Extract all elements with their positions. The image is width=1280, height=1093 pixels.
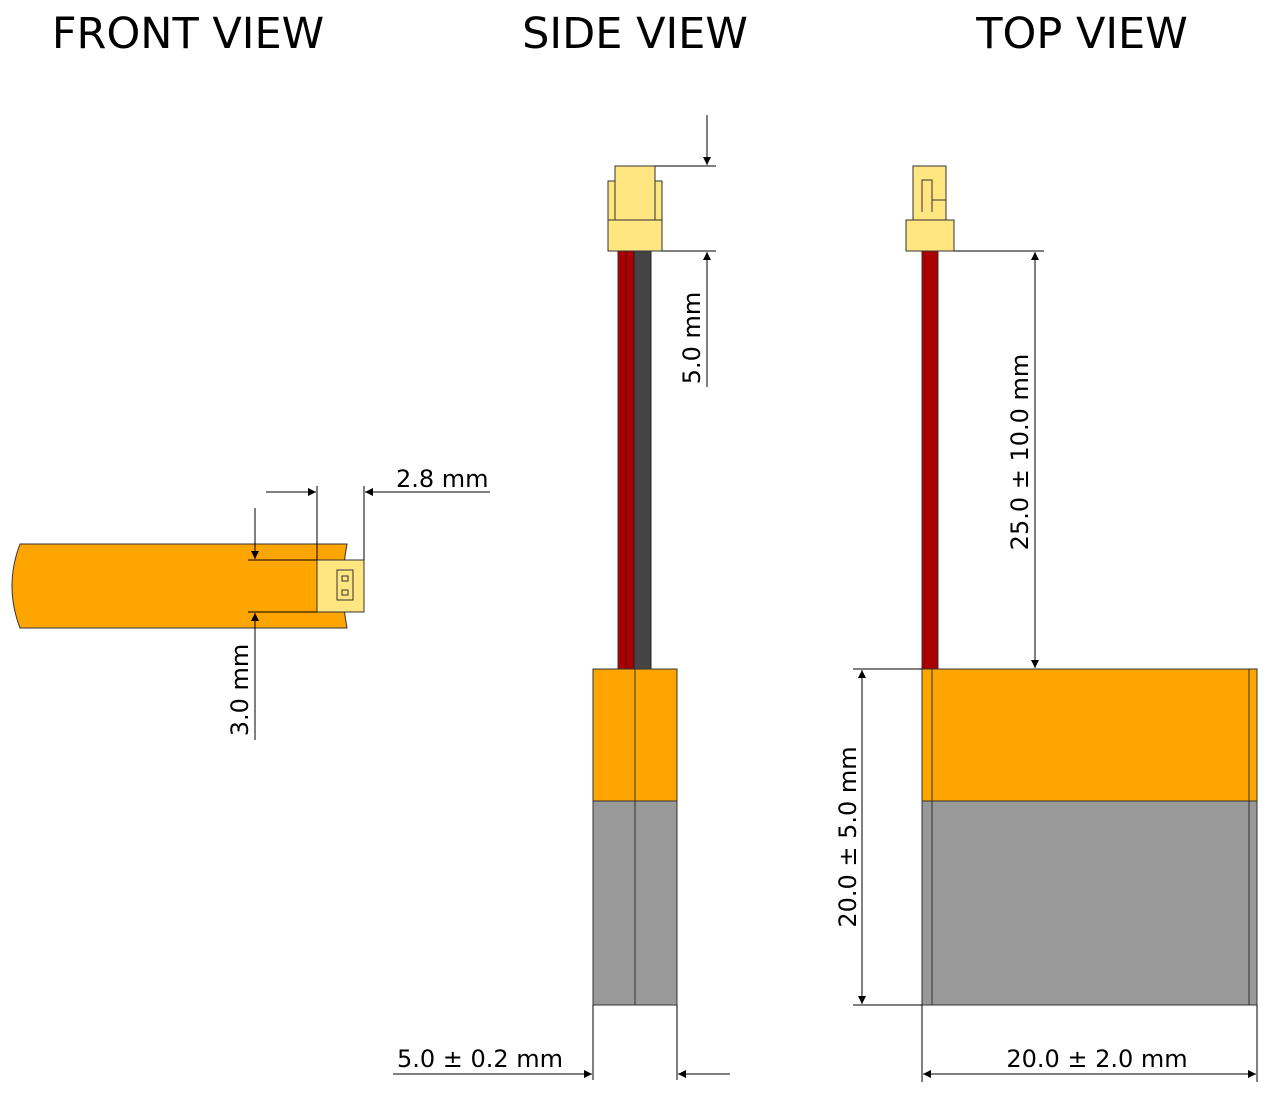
dimension-label-connector-width: 2.8 mm bbox=[396, 465, 489, 493]
top-connector-base bbox=[905, 219, 955, 252]
side-view: 5.0 mm 5.0 ± 0.2 mm bbox=[393, 115, 730, 1080]
side-connector-housing bbox=[614, 165, 656, 221]
front-view: 2.8 mm 3.0 mm bbox=[11, 465, 490, 740]
top-cell-orange bbox=[921, 668, 1258, 802]
black-wire bbox=[633, 250, 652, 670]
top-connector-latch bbox=[912, 165, 947, 221]
dimension-label-connector-length: 5.0 mm bbox=[678, 292, 706, 385]
front-connector-housing bbox=[336, 569, 354, 601]
front-connector-pin-slot bbox=[341, 575, 349, 582]
top-view-title: TOP VIEW bbox=[975, 9, 1188, 59]
dimension-label-lead-length: 25.0 ± 10.0 mm bbox=[1006, 354, 1034, 551]
red-wire bbox=[921, 250, 939, 670]
front-cell-body bbox=[11, 543, 348, 629]
front-view-title: FRONT VIEW bbox=[52, 9, 324, 59]
dimension-label-cell-width: 20.0 ± 2.0 mm bbox=[1006, 1045, 1187, 1073]
dimension-label-connector-height: 3.0 mm bbox=[226, 644, 254, 737]
front-connector-pin-slot bbox=[341, 589, 349, 596]
dimension-label-cell-length: 20.0 ± 5.0 mm bbox=[834, 746, 862, 927]
top-view: 25.0 ± 10.0 mm 20.0 ± 5.0 mm 20.0 ± 2.0 … bbox=[834, 165, 1258, 1082]
top-cell-gray bbox=[921, 800, 1258, 1006]
side-view-title: SIDE VIEW bbox=[522, 9, 748, 59]
dimension-label-cell-thickness: 5.0 ± 0.2 mm bbox=[397, 1045, 563, 1073]
